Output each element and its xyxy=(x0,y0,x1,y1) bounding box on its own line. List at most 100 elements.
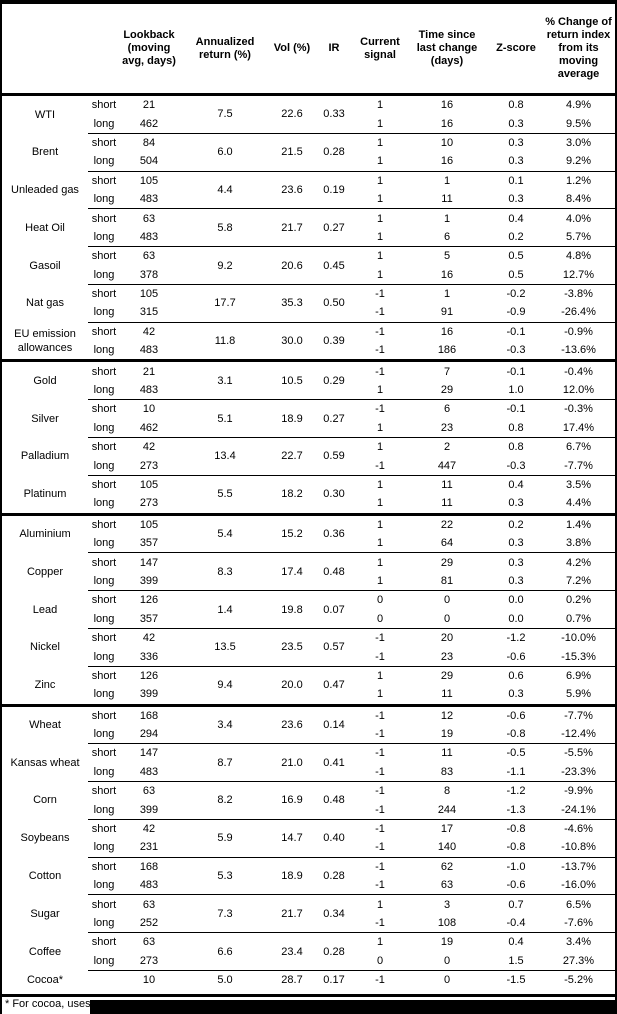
lookback-cell: 147 xyxy=(120,743,178,763)
current-signal-cell: 1 xyxy=(356,512,404,534)
time-since-change-cell: 81 xyxy=(440,574,454,587)
table-row: Nat gas short 105 17.7 35.3 0.50 -1 1 -0.2 -3.8% xyxy=(2,283,615,323)
col-header-annualized-return: Annualized return (%) xyxy=(178,4,272,96)
z-score-cell: 0.7 xyxy=(490,894,542,914)
lookback-cell: 21 xyxy=(142,99,156,112)
position-cell: short xyxy=(88,208,120,228)
time-since-change-cell: 23 xyxy=(440,650,454,663)
z-score-cell: 0.2 xyxy=(508,230,524,243)
table-row: Soybeans short 42 5.9 14.7 0.40 -1 17 -0.8 -4.6% xyxy=(2,818,615,858)
table-row: Zinc short 126 9.4 20.0 0.47 1 29 0.6 6.9% xyxy=(2,665,615,705)
lookback-cell: 462 xyxy=(139,117,159,130)
position-cell: short xyxy=(88,170,120,190)
annualized-return-cell: 5.5 xyxy=(178,474,272,515)
pct-change-cell: -24.1% xyxy=(561,803,596,816)
ir-cell: 0.30 xyxy=(312,474,356,515)
ir-cell: 0.41 xyxy=(312,743,356,782)
position-cell: short xyxy=(88,132,120,153)
vol-cell: 15.2 xyxy=(272,512,312,553)
current-signal-cell: 1 xyxy=(356,894,404,914)
table-row: long 399 -1 244 -1.3 -24.1% xyxy=(2,800,615,819)
vol-cell: 20.6 xyxy=(272,246,312,285)
position-cell: long xyxy=(93,193,115,206)
pct-change-cell: 6.9% xyxy=(542,665,615,686)
z-score-cell: 0.8 xyxy=(490,437,542,457)
z-score-cell: -1.3 xyxy=(506,803,526,816)
position-cell: long xyxy=(93,650,115,663)
lookback-cell: 252 xyxy=(139,916,159,929)
z-score-cell: 0.3 xyxy=(508,117,524,130)
lookback-cell: 273 xyxy=(139,497,159,510)
time-since-change-cell: 11 xyxy=(404,474,490,495)
annualized-return-cell: 17.7 xyxy=(178,283,272,323)
position-cell: long xyxy=(93,765,115,778)
time-since-change-cell: 23 xyxy=(440,421,454,434)
time-since-change-cell: 0 xyxy=(443,954,451,967)
current-signal-cell: -1 xyxy=(375,841,385,854)
position-cell: short xyxy=(88,399,120,419)
table-row: Palladium short 42 13.4 22.7 0.59 1 2 0.8 6.7% xyxy=(2,437,615,476)
commodity-name: Corn xyxy=(33,794,57,807)
current-signal-cell: 1 xyxy=(356,437,404,457)
z-score-cell: -0.8 xyxy=(506,841,526,854)
position-cell: long xyxy=(93,384,115,397)
commodity-name: Brent xyxy=(31,146,59,159)
z-score-cell: -1.2 xyxy=(490,627,542,648)
annualized-return-cell: 13.5 xyxy=(178,627,272,667)
time-since-change-cell: 1 xyxy=(404,170,490,190)
lookback-cell: 10 xyxy=(120,399,178,419)
time-since-change-cell: 19 xyxy=(404,932,490,952)
lookback-cell: 105 xyxy=(120,474,178,495)
vol-cell: 30.0 xyxy=(272,321,312,361)
position-cell: long xyxy=(93,688,115,701)
current-signal-cell: 1 xyxy=(376,497,384,510)
position-cell: short xyxy=(88,894,120,914)
position-cell xyxy=(88,969,120,990)
vol-cell: 21.7 xyxy=(272,208,312,247)
lookback-cell: 378 xyxy=(139,268,159,281)
time-since-change-cell: 186 xyxy=(437,344,457,357)
current-signal-cell: 1 xyxy=(356,665,404,686)
position-cell: short xyxy=(88,743,120,763)
current-signal-cell: 1 xyxy=(356,246,404,266)
vol-cell: 35.3 xyxy=(272,283,312,323)
position-cell: long xyxy=(93,268,115,281)
current-signal-cell: 1 xyxy=(376,117,384,130)
time-since-change-cell: 91 xyxy=(440,306,454,319)
table-row: EU emission allowances short 42 11.8 30.0 0.3… xyxy=(2,321,615,361)
annualized-return-cell: 8.3 xyxy=(178,552,272,591)
current-signal-cell: -1 xyxy=(375,306,385,319)
time-since-change-cell: 447 xyxy=(437,459,457,472)
lookback-cell: 126 xyxy=(120,590,178,610)
annualized-return-cell: 5.0 xyxy=(178,969,272,990)
table-row: long 483 -1 83 -1.1 -23.3% xyxy=(2,763,615,782)
annualized-return-cell: 8.2 xyxy=(178,781,272,820)
table-row: long 399 1 11 0.3 5.9% xyxy=(2,685,615,705)
col-header-vol: Vol (%) xyxy=(272,4,312,96)
position-cell: long xyxy=(93,803,115,816)
time-since-change-cell: 10 xyxy=(404,132,490,153)
position-cell: long xyxy=(93,841,115,854)
commodity-name: Cocoa* xyxy=(26,973,64,986)
z-score-cell: 1.0 xyxy=(508,384,524,397)
lookback-cell: 42 xyxy=(120,437,178,457)
time-since-change-cell: 11 xyxy=(441,193,453,206)
current-signal-cell: -1 xyxy=(356,703,404,725)
lookback-cell: 126 xyxy=(120,665,178,686)
commodity-name: Gold xyxy=(2,359,88,400)
current-signal-cell: -1 xyxy=(356,359,404,381)
position-cell: long xyxy=(93,459,115,472)
table-row: long 273 0 0 1.5 27.3% xyxy=(2,952,615,971)
z-score-cell: 1.5 xyxy=(508,954,524,967)
time-since-change-cell: 7 xyxy=(404,359,490,381)
table-row: long 231 -1 140 -0.8 -10.8% xyxy=(2,838,615,857)
pct-change-cell: -13.6% xyxy=(561,344,596,357)
current-signal-cell: 1 xyxy=(356,132,404,153)
commodity-name: Soybeans xyxy=(20,832,70,845)
current-signal-cell: 1 xyxy=(356,932,404,952)
col-header-ir: IR xyxy=(312,4,356,96)
position-cell: short xyxy=(88,512,120,534)
current-signal-cell: -1 xyxy=(375,916,385,929)
current-signal-cell: 1 xyxy=(356,170,404,190)
current-signal-cell: 1 xyxy=(356,474,404,495)
